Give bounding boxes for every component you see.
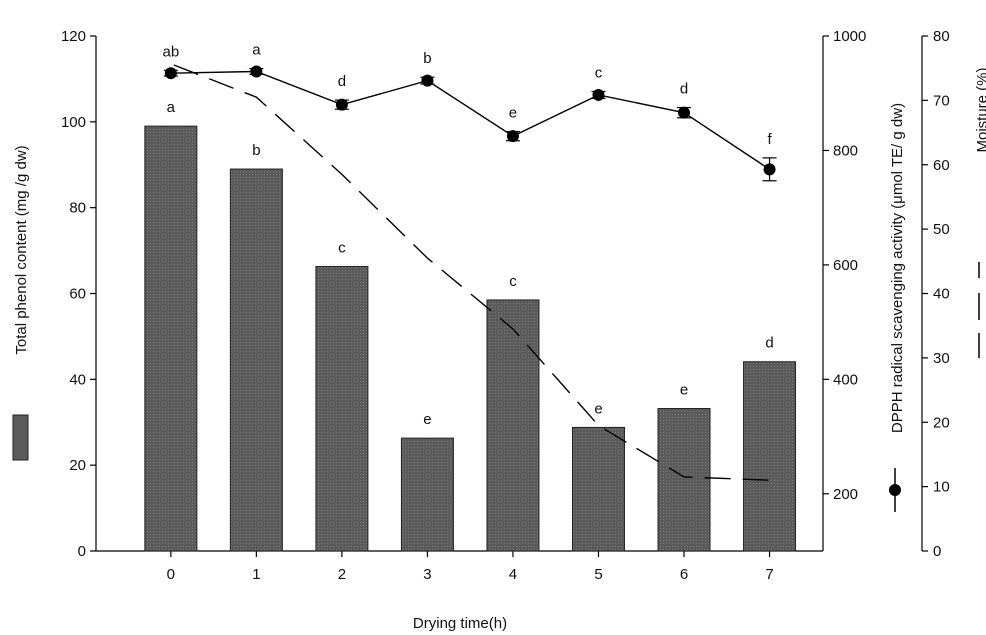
left-axis-ticks: 0 20 40 60 80 100 120 bbox=[61, 28, 96, 560]
x-axis-title: Drying time(h) bbox=[413, 615, 507, 632]
phenol-bar bbox=[657, 408, 711, 552]
phenol-bar-letter: e bbox=[680, 382, 688, 399]
dpph-point-letter: d bbox=[680, 81, 688, 98]
x-tick-label: 3 bbox=[423, 566, 431, 583]
x-tick-label: 5 bbox=[594, 566, 602, 583]
dpph-point bbox=[164, 67, 177, 80]
left-tick-label: 80 bbox=[69, 200, 86, 217]
phenol-bar bbox=[229, 168, 283, 552]
phenol-bar bbox=[315, 265, 369, 552]
left-tick-label: 100 bbox=[61, 114, 86, 131]
phenol-bar bbox=[144, 125, 198, 552]
phenol-bar-letter: c bbox=[509, 273, 517, 290]
dpph-axis-ticks: 200 400 600 800 1000 bbox=[823, 28, 866, 503]
phenol-bar bbox=[486, 299, 540, 552]
phenol-bar bbox=[743, 361, 797, 552]
dpph-point bbox=[250, 65, 263, 78]
phenol-bar-letter: b bbox=[252, 142, 260, 159]
dpph-point bbox=[763, 163, 776, 176]
moisture-tick-label: 0 bbox=[933, 543, 941, 560]
dpph-axis-title: DPPH radical scavenging activity (μmol T… bbox=[889, 103, 906, 433]
moisture-tick-label: 30 bbox=[933, 350, 950, 367]
phenol-bars: a b c e c e e d bbox=[144, 99, 797, 552]
x-axis-ticks: 0 1 2 3 4 5 6 7 bbox=[167, 551, 774, 583]
phenol-bar bbox=[400, 437, 454, 552]
phenol-bar-letter: c bbox=[338, 239, 346, 256]
dpph-tick-label: 800 bbox=[833, 142, 858, 159]
dpph-point bbox=[335, 98, 348, 111]
phenol-bar-letter: e bbox=[594, 400, 602, 417]
moisture-axis-ticks: 0 10 20 30 40 50 60 70 80 bbox=[922, 28, 950, 560]
moisture-dashed-line bbox=[173, 64, 770, 481]
phenol-bar-letter: a bbox=[167, 99, 176, 116]
dpph-line bbox=[170, 70, 770, 170]
dpph-point-letter: d bbox=[338, 73, 346, 90]
x-tick-label: 0 bbox=[167, 566, 175, 583]
dpph-point-letter: a bbox=[252, 42, 261, 59]
dpph-point-letter: b bbox=[423, 50, 431, 67]
moisture-tick-label: 20 bbox=[933, 414, 950, 431]
moisture-tick-label: 10 bbox=[933, 479, 950, 496]
phenol-bar-letter: e bbox=[423, 411, 431, 428]
dpph-point-letter: e bbox=[509, 105, 517, 122]
dpph-point bbox=[421, 74, 434, 87]
legend-dpph-symbol bbox=[889, 468, 901, 512]
dpph-tick-label: 200 bbox=[833, 486, 858, 503]
moisture-line bbox=[173, 64, 770, 481]
left-tick-label: 120 bbox=[61, 28, 86, 45]
x-tick-label: 1 bbox=[252, 566, 260, 583]
left-tick-label: 0 bbox=[78, 543, 86, 560]
moisture-tick-label: 80 bbox=[933, 28, 950, 45]
left-axis-title: Total phenol content (mg /g dw) bbox=[13, 145, 30, 354]
left-tick-label: 60 bbox=[69, 286, 86, 303]
dpph-point-letter: ab bbox=[162, 43, 179, 60]
dpph-point-letter: c bbox=[595, 65, 603, 82]
phenol-bar bbox=[571, 426, 625, 552]
x-tick-label: 7 bbox=[765, 566, 773, 583]
moisture-tick-label: 50 bbox=[933, 221, 950, 238]
moisture-tick-label: 70 bbox=[933, 92, 950, 109]
dpph-point bbox=[592, 88, 605, 101]
phenol-bar-letter: d bbox=[765, 335, 773, 352]
x-tick-label: 6 bbox=[680, 566, 688, 583]
left-tick-label: 20 bbox=[69, 457, 86, 474]
x-tick-label: 4 bbox=[509, 566, 517, 583]
legend-bar-symbol bbox=[12, 414, 29, 461]
dpph-tick-label: 1000 bbox=[833, 28, 866, 45]
x-tick-label: 2 bbox=[338, 566, 346, 583]
dpph-point bbox=[678, 106, 691, 119]
dpph-tick-label: 400 bbox=[833, 371, 858, 388]
moisture-tick-label: 60 bbox=[933, 157, 950, 174]
dpph-point-letter: f bbox=[767, 131, 772, 148]
left-tick-label: 40 bbox=[69, 371, 86, 388]
dpph-tick-label: 600 bbox=[833, 257, 858, 274]
dpph-point bbox=[506, 130, 519, 143]
moisture-axis-title: Moisture (%) bbox=[974, 67, 986, 152]
moisture-tick-label: 40 bbox=[933, 286, 950, 303]
